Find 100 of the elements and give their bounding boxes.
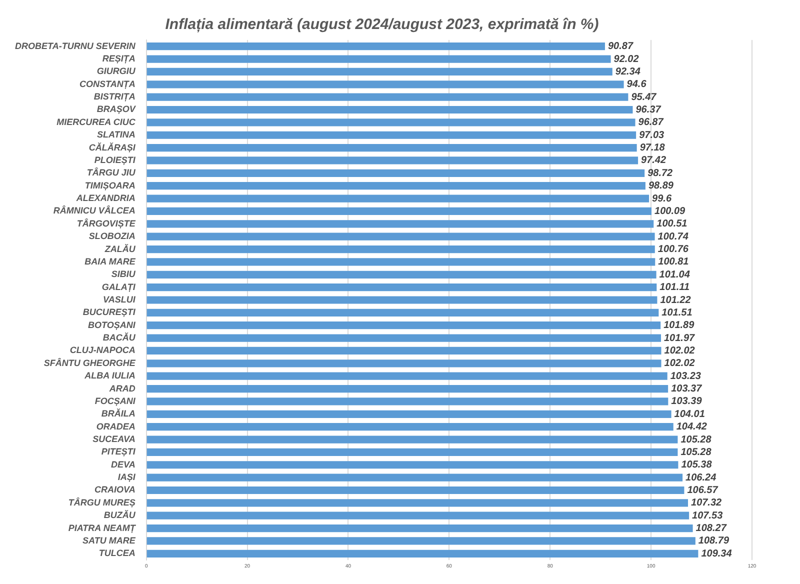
data-label: 98.72: [648, 168, 674, 179]
bar: [146, 423, 674, 431]
y-tick-label: CLUJ-NAPOCA: [70, 345, 136, 356]
data-label: 94.6: [626, 79, 647, 90]
data-label: 101.97: [664, 332, 696, 344]
bar: [146, 360, 662, 368]
y-tick-label: TULCEA: [98, 548, 136, 558]
bar: [146, 182, 646, 190]
data-label: 109.34: [701, 548, 732, 560]
y-tick-label: GALAȚI: [102, 282, 136, 292]
chart-title: Inflația alimentară (august 2024/august 2023, exprimată în %): [165, 16, 599, 34]
data-label: 99.6: [652, 193, 672, 204]
y-tick-label: FOCȘANI: [94, 396, 136, 406]
data-label: 101.51: [662, 307, 693, 318]
y-tick-label: BISTRIȚA: [94, 92, 136, 102]
data-label: 101.04: [659, 269, 690, 280]
y-tick-label: VASLUI: [102, 294, 136, 304]
data-label: 101.89: [664, 320, 695, 332]
data-label: 107.53: [692, 510, 724, 522]
data-label: 102.02: [664, 358, 696, 370]
bar: [146, 55, 611, 63]
data-label: 101.11: [660, 282, 690, 294]
data-label: 107.32: [691, 498, 722, 509]
bar: [146, 68, 612, 76]
y-tick-label: BACĂU: [102, 332, 136, 343]
bar: [146, 80, 624, 88]
data-label: 97.18: [640, 142, 666, 154]
bar: [146, 131, 636, 139]
data-label: 100.51: [656, 218, 688, 230]
data-label: 90.87: [608, 41, 634, 52]
data-label: 108.79: [698, 536, 730, 547]
y-tick-label: ALBA IULIA: [84, 370, 136, 381]
y-tick-label: PLOIEȘTI: [94, 154, 136, 165]
data-label: 97.42: [641, 155, 666, 166]
y-tick-label: PIATRA NEAMȚ: [68, 522, 137, 533]
data-label: 108.27: [696, 523, 727, 534]
bar: [146, 512, 690, 520]
bar: [146, 322, 661, 330]
y-tick-label: ALEXANDRIA: [75, 193, 136, 204]
y-tick-label: TÂRGOVIȘTE: [76, 217, 136, 228]
data-label: 104.01: [674, 408, 706, 420]
data-label: 105.38: [681, 460, 712, 471]
data-label: 105.28: [680, 446, 712, 458]
data-label: 96.37: [636, 104, 662, 116]
bar: [146, 410, 672, 418]
bar: [146, 220, 654, 228]
data-label: 92.34: [615, 66, 641, 78]
bar: [146, 537, 696, 545]
y-tick-label: IAȘI: [118, 472, 136, 482]
bar: [146, 42, 605, 50]
data-label: 97.03: [639, 130, 665, 141]
bar: [146, 258, 656, 266]
data-label: 98.89: [648, 180, 674, 192]
bar: [146, 474, 683, 482]
y-tick-label: DEVA: [110, 459, 136, 470]
y-tick-label: RÂMNICU VÂLCEA: [53, 204, 136, 216]
y-tick-label: ORADEA: [96, 421, 136, 432]
bar: [146, 245, 655, 254]
y-tick-label: SFÂNTU GHEORGHE: [44, 356, 136, 368]
bar: [146, 156, 638, 164]
y-tick-label: BUCUREȘTI: [82, 307, 136, 318]
y-tick-label: ZALĂU: [104, 242, 136, 254]
y-tick-label: PITEȘTI: [101, 446, 136, 457]
bar: [146, 194, 650, 202]
data-label: 95.47: [631, 92, 657, 103]
y-tick-label: TÂRGU MUREȘ: [68, 496, 136, 508]
y-tick-label: SIBIU: [111, 269, 136, 280]
y-tick-label: SLATINA: [96, 130, 136, 140]
y-tick-label: MIERCUREA CIUC: [56, 116, 136, 127]
bar: [146, 499, 688, 507]
bar: [146, 169, 645, 177]
y-tick-label: DROBETA-TURNU SEVERIN: [14, 40, 136, 51]
bar: [146, 550, 698, 558]
y-tick-label: REȘIȚA: [102, 54, 136, 64]
y-tick-label: SATU MARE: [82, 535, 136, 546]
bar: [146, 384, 668, 393]
data-label: 100.74: [658, 231, 689, 242]
bar: [146, 372, 668, 380]
bar: [146, 270, 656, 278]
bar: [146, 448, 678, 456]
bar: [146, 93, 628, 101]
y-tick-label: BOTOȘANI: [88, 320, 136, 330]
bar: [146, 486, 684, 494]
bar: [146, 144, 637, 152]
data-label: 106.24: [686, 472, 717, 484]
y-tick-label: CĂLĂRAȘI: [88, 141, 136, 152]
bar: [146, 284, 657, 292]
data-label: 96.87: [638, 117, 664, 128]
data-label: 102.02: [664, 345, 696, 356]
y-tick-label: BRĂILA: [101, 408, 136, 419]
y-tick-label: GIURGIU: [96, 66, 136, 76]
bar: [146, 118, 636, 126]
data-label: 103.39: [671, 396, 702, 408]
bar: [146, 207, 652, 216]
y-tick-label: BRAȘOV: [96, 104, 136, 114]
data-label: 105.28: [680, 434, 712, 446]
bar: [146, 346, 662, 355]
y-tick-label: BUZĂU: [104, 509, 136, 520]
data-label: 106.57: [687, 484, 718, 496]
bar: [146, 334, 661, 342]
